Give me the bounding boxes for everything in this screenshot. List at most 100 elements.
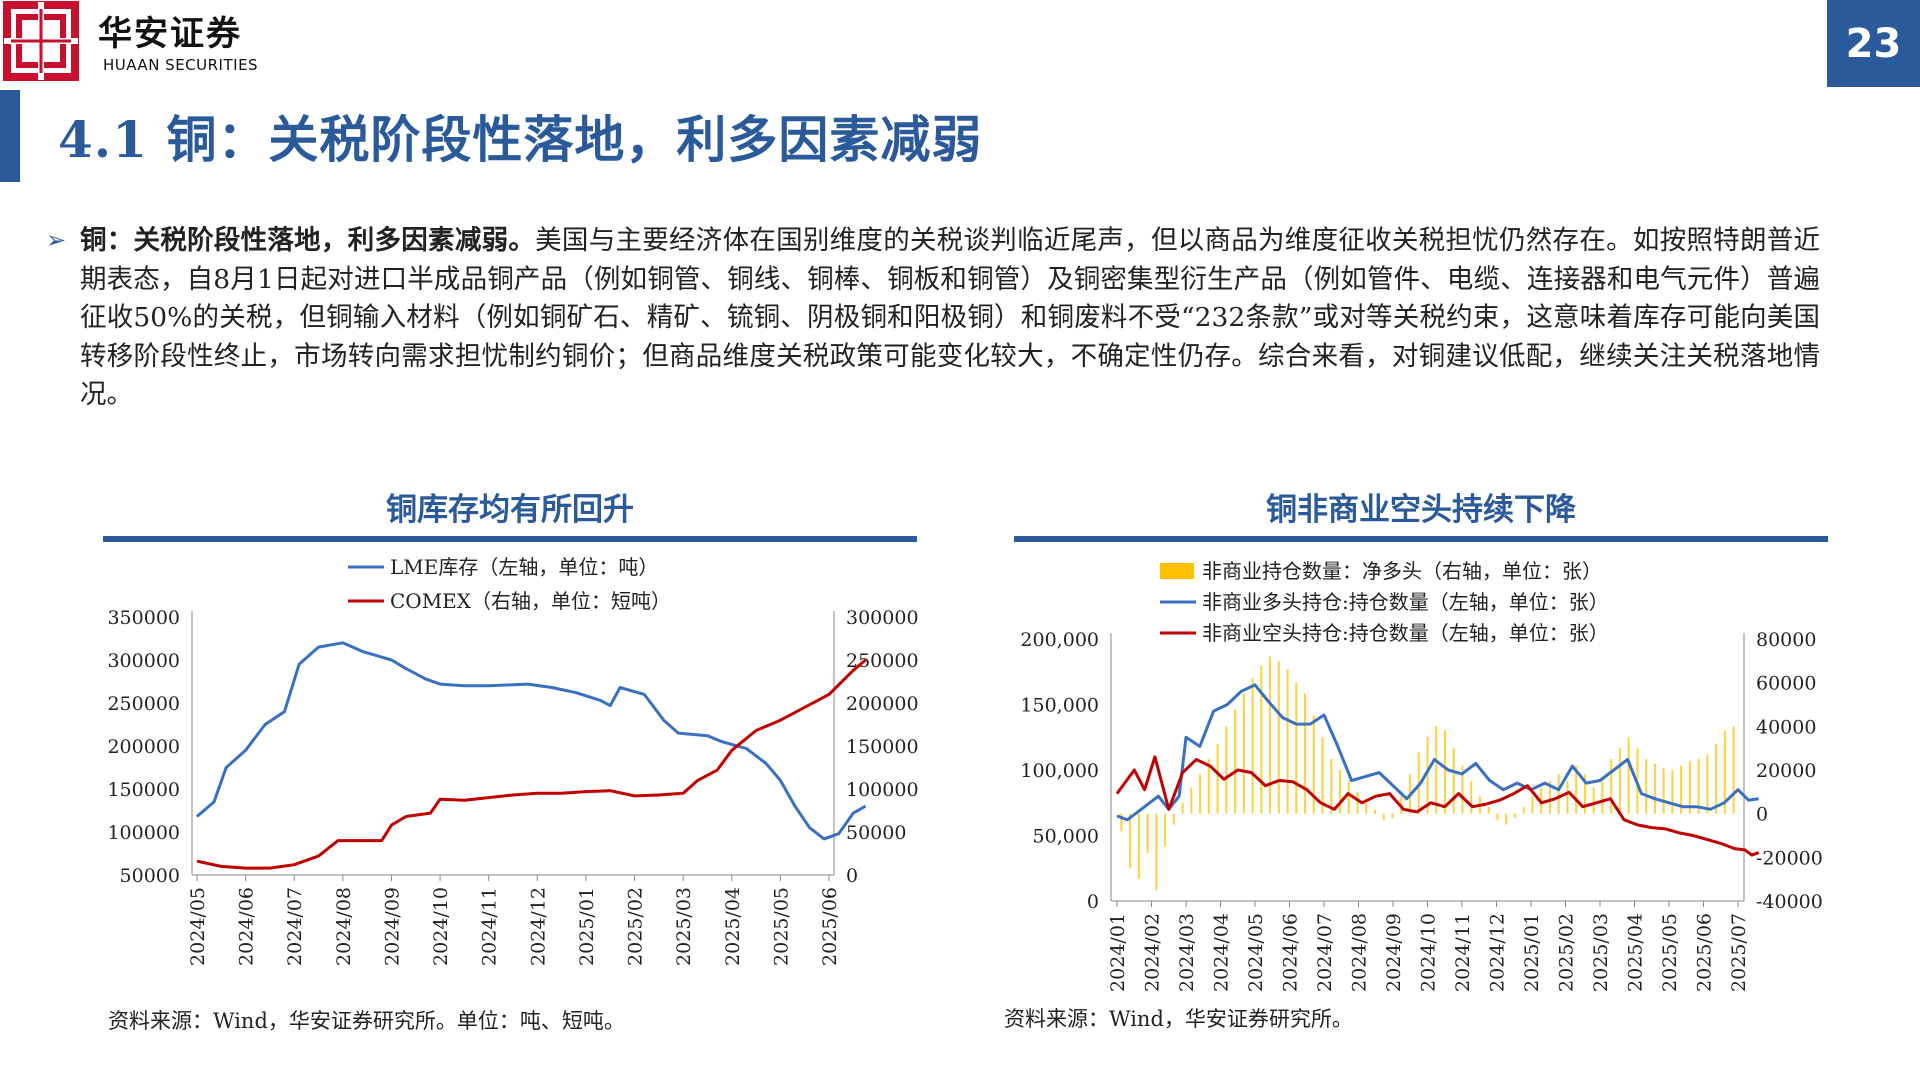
net-long-bar — [1496, 813, 1499, 821]
net-long-bar — [1566, 780, 1569, 814]
net-long-bar — [1513, 813, 1516, 819]
x-tick-label: 2024/08 — [1349, 913, 1371, 992]
x-tick-label: 2024/02 — [1142, 913, 1164, 992]
left-chart-title: 铜库存均有所回升 — [386, 492, 634, 528]
legend-label: 非商业持仓数量：净多头（右轴，单位：张） — [1202, 559, 1602, 583]
legend-label: 非商业多头持仓:持仓数量（左轴，单位：张） — [1202, 590, 1609, 614]
net-long-bar — [1715, 743, 1718, 814]
net-long-bar — [1356, 791, 1359, 814]
x-tick-label: 2024/01 — [1107, 913, 1129, 992]
net-long-bar — [1697, 759, 1700, 814]
right-chart: 200,000 150,000 100,000 50,000 0 80000 60000 40… — [1020, 559, 1823, 992]
net-long-bar — [1548, 780, 1551, 814]
x-tick-label: 2024/05 — [1245, 913, 1267, 992]
legend-label: LME库存（左轴，单位：吨） — [390, 555, 658, 579]
right-chart-rule — [1014, 536, 1828, 542]
page-number: 23 — [1827, 0, 1920, 87]
net-long-bar — [1461, 765, 1464, 814]
net-long-bar — [1207, 759, 1210, 814]
x-tick-label: 2024/08 — [333, 887, 355, 966]
x-tick-label: 2025/07 — [1728, 913, 1750, 992]
x-tick-label: 2025/04 — [722, 887, 744, 966]
net-long-bar — [1137, 813, 1140, 880]
net-long-bar — [1592, 787, 1595, 814]
y-left-tick-label: 100000 — [107, 822, 180, 844]
net-long-bar — [1487, 807, 1490, 814]
x-tick-label: 2025/06 — [1694, 913, 1716, 992]
net-long-bar — [1374, 809, 1377, 814]
y-right-tick-label: 40000 — [1756, 716, 1816, 738]
x-tick-label: 2025/01 — [576, 887, 598, 966]
brand-name-en: HUAAN SECURITIES — [103, 56, 259, 74]
net-long-bar — [1706, 754, 1709, 814]
net-long-bar — [1330, 759, 1333, 814]
y-right-tick-label: 100000 — [846, 779, 919, 801]
net-long-bar — [1190, 787, 1193, 814]
brand-name-cn: 华安证券 — [98, 14, 242, 54]
net-long-bar — [1583, 774, 1586, 814]
net-long-bar — [1286, 669, 1289, 814]
y-left-tick-label: 50000 — [120, 865, 180, 887]
net-long-bar — [1242, 693, 1245, 814]
y-right-tick-label: -20000 — [1756, 847, 1823, 869]
x-tick-label: 2025/02 — [625, 887, 647, 966]
net-long-bar — [1723, 730, 1726, 814]
x-tick-label: 2025/03 — [673, 887, 695, 966]
net-long-bar — [1312, 715, 1315, 814]
net-long-bar — [1522, 807, 1525, 814]
y-right-tick-label: 0 — [1756, 804, 1768, 826]
net-long-bar — [1251, 678, 1254, 814]
net-long-bar — [1304, 693, 1307, 814]
net-long-bar — [1505, 813, 1508, 825]
y-left-tick-label: 150,000 — [1020, 695, 1099, 717]
x-tick-label: 2024/09 — [1383, 913, 1405, 992]
left-chart-rule — [103, 536, 917, 542]
y-left-tick-label: 250000 — [107, 693, 180, 715]
x-tick-label: 2024/10 — [430, 887, 452, 966]
net-long-bar — [1321, 737, 1324, 814]
net-long-bar — [1601, 780, 1604, 814]
page-title: 4.1 铜：关税阶段性落地，利多因素减弱 — [58, 110, 983, 169]
y-right-tick-label: 80000 — [1756, 629, 1816, 651]
left-chart-source: 资料来源：Wind，华安证券研究所。单位：吨、短吨。 — [108, 1009, 625, 1033]
net-long-bar — [1680, 765, 1683, 814]
x-tick-label: 2024/10 — [1418, 913, 1440, 992]
x-tick-label: 2024/07 — [284, 887, 306, 966]
net-long-bar — [1610, 759, 1613, 814]
body-paragraph: 铜：关税阶段性落地，利多因素减弱。美国与主要经济体在国别维度的关税谈判临近尾声，… — [80, 222, 1820, 415]
net-long-bar — [1627, 737, 1630, 814]
net-long-bar — [1120, 813, 1123, 832]
x-tick-label: 2024/09 — [381, 887, 403, 966]
net-long-bar — [1470, 780, 1473, 814]
y-left-tick-label: 200,000 — [1020, 629, 1099, 651]
x-tick-label: 2025/01 — [1521, 913, 1543, 992]
series-line-1 — [1116, 683, 1759, 822]
series-line-1 — [196, 658, 867, 870]
net-long-bar — [1732, 726, 1735, 814]
x-tick-label: 2024/12 — [1487, 913, 1509, 992]
series-line-0 — [196, 641, 867, 841]
bullet-arrow-icon: ➢ — [46, 226, 67, 254]
net-long-bar — [1234, 708, 1237, 814]
net-long-bar — [1216, 743, 1219, 814]
net-long-bar — [1391, 813, 1394, 819]
y-right-tick-label: 250000 — [846, 650, 919, 672]
net-long-bar — [1382, 813, 1385, 821]
x-tick-label: 2024/11 — [1452, 913, 1474, 992]
y-right-tick-label: -40000 — [1756, 891, 1823, 913]
net-long-bar — [1339, 770, 1342, 814]
x-tick-label: 2024/03 — [1176, 913, 1198, 992]
net-long-bar — [1269, 656, 1272, 814]
x-tick-label: 2025/02 — [1556, 913, 1578, 992]
net-long-bar — [1426, 737, 1429, 814]
net-long-bar — [1443, 730, 1446, 814]
net-long-bar — [1172, 813, 1175, 825]
net-long-bar — [1225, 726, 1228, 814]
y-right-tick-label: 150000 — [846, 736, 919, 758]
net-long-bar — [1260, 665, 1263, 814]
x-tick-label: 2025/04 — [1625, 913, 1647, 992]
x-tick-label: 2024/07 — [1314, 913, 1336, 992]
net-long-bar — [1653, 763, 1656, 814]
net-long-bar — [1575, 765, 1578, 814]
right-chart-source: 资料来源：Wind，华安证券研究所。 — [1004, 1007, 1353, 1031]
